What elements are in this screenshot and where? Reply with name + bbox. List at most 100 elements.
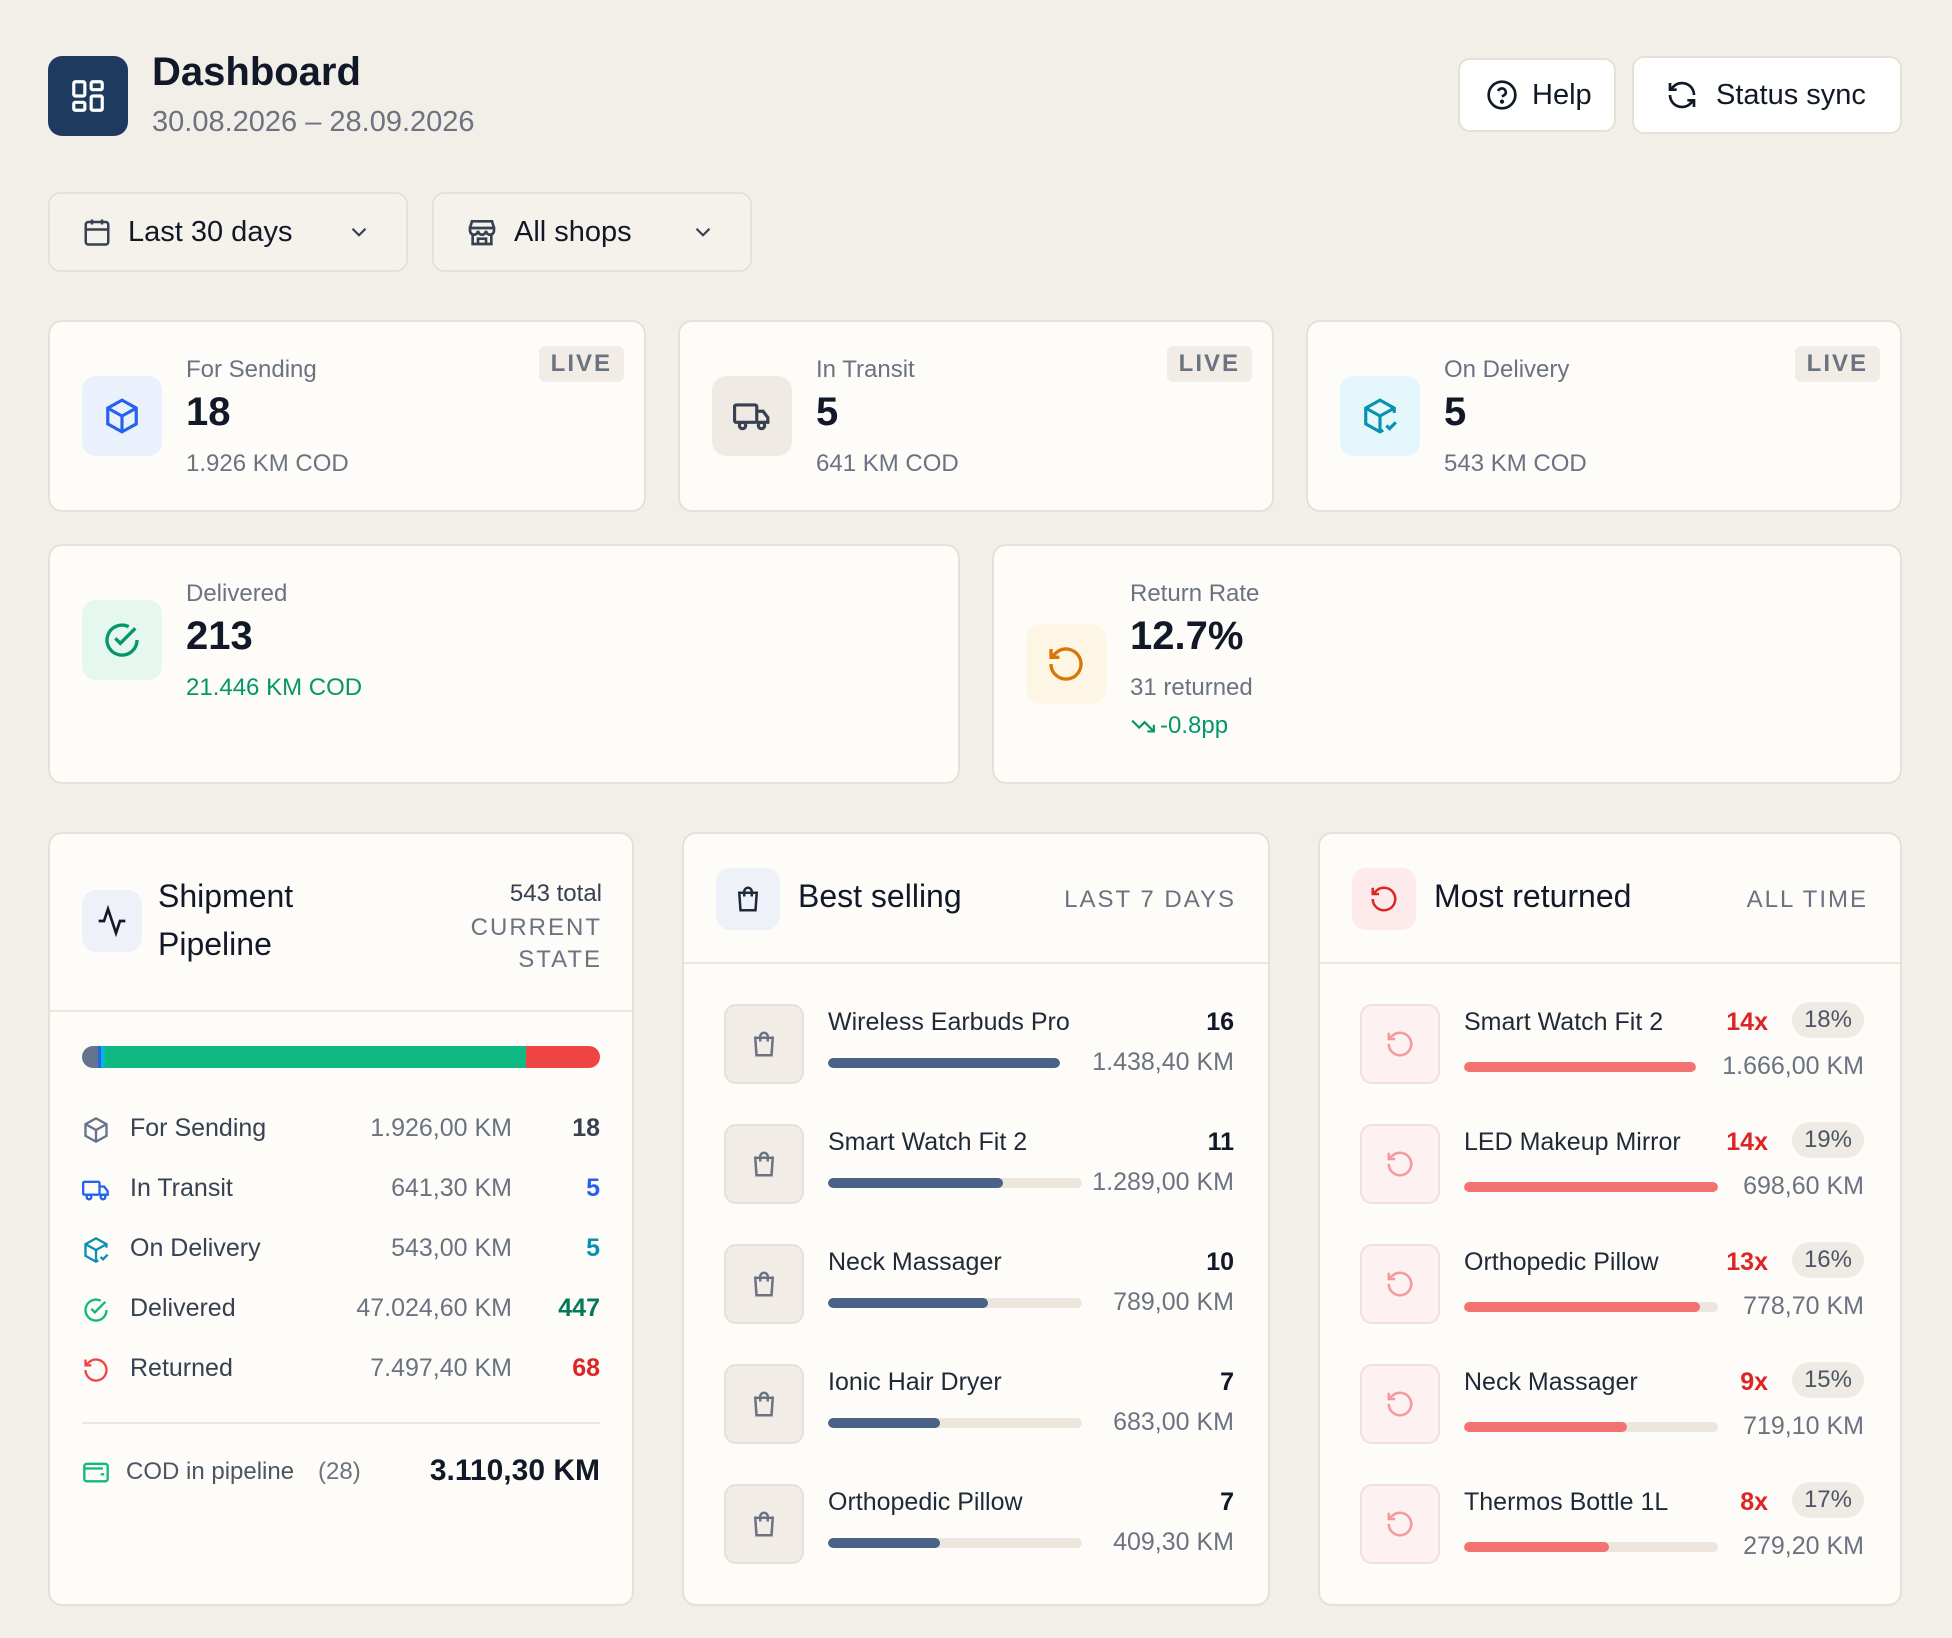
period-select[interactable]: Last 30 days [48, 192, 408, 272]
pipeline-state-line2: STATE [518, 946, 602, 973]
row-label: In Transit [130, 1174, 233, 1202]
row-amount: 641,30 KM [391, 1174, 512, 1202]
list-item[interactable]: Wireless Earbuds Pro 16 1.438,40 KM [724, 1004, 1234, 1088]
return-amount: 778,70 KM [1743, 1292, 1864, 1320]
return-amount: 698,60 KM [1743, 1172, 1864, 1200]
kpi-cod: 641 KM COD [816, 450, 959, 477]
best-selling-period: LAST 7 DAYS [1064, 886, 1236, 913]
kpi-cod: 1.926 KM COD [186, 450, 349, 477]
list-item[interactable]: Orthopedic Pillow 7 409,30 KM [724, 1484, 1234, 1568]
pipeline-row-for-sending: For Sending 1.926,00 KM 18 [82, 1110, 600, 1150]
cod-in-pipeline: COD in pipeline (28) 3.110,30 KM [82, 1450, 600, 1494]
pipeline-stacked-bar [82, 1046, 600, 1068]
pipeline-title-line2: Pipeline [158, 926, 272, 962]
return-rate-badge: 17% [1791, 1482, 1864, 1518]
product-name: Ionic Hair Dryer [828, 1368, 1002, 1396]
product-name: Neck Massager [1464, 1368, 1638, 1396]
live-badge: LIVE [1794, 346, 1880, 382]
product-thumb [1360, 1124, 1440, 1204]
list-item[interactable]: Orthopedic Pillow 13x 16% 778,70 KM [1360, 1242, 1864, 1328]
list-item[interactable]: Ionic Hair Dryer 7 683,00 KM [724, 1364, 1234, 1448]
kpi-label: In Transit [816, 356, 915, 383]
pipeline-title-line1: Shipment [158, 878, 294, 914]
product-name: Thermos Bottle 1L [1464, 1488, 1669, 1516]
return-amount: 1.666,00 KM [1722, 1052, 1864, 1080]
best-selling-card: Best selling LAST 7 DAYS Wireless Earbud… [682, 832, 1270, 1606]
pipeline-row-returned: Returned 7.497,40 KM 68 [82, 1350, 600, 1390]
row-count: 68 [572, 1354, 600, 1382]
list-item[interactable]: Neck Massager 10 789,00 KM [724, 1244, 1234, 1328]
return-rate-badge: 18% [1791, 1002, 1864, 1038]
shop-select-value: All shops [514, 215, 632, 248]
sales-bar-fill [828, 1538, 940, 1548]
return-bar [1464, 1422, 1718, 1432]
row-label: Delivered [130, 1294, 236, 1322]
most-returned-icon-box [1352, 868, 1416, 930]
list-item[interactable]: Smart Watch Fit 2 14x 18% 1.666,00 KM [1360, 1002, 1864, 1088]
check-circle-icon [105, 623, 139, 657]
package-icon [84, 1116, 108, 1144]
period-select-value: Last 30 days [128, 215, 293, 248]
product-thumb [724, 1004, 804, 1084]
cod-count: (28) [318, 1458, 361, 1485]
cod-label: COD in pipeline [126, 1458, 295, 1485]
pipeline-total: 543 total [509, 880, 602, 907]
return-count: 8x [1740, 1488, 1768, 1516]
package-check-icon [1364, 398, 1397, 434]
pipeline-row-on-delivery: On Delivery 543,00 KM 5 [82, 1230, 600, 1270]
product-name: Orthopedic Pillow [1464, 1248, 1659, 1276]
return-count: 13x [1726, 1248, 1768, 1276]
rotate-ccw-icon [1371, 886, 1397, 912]
segment-returned [526, 1046, 600, 1068]
row-label: Returned [130, 1354, 233, 1382]
row-amount: 7.497,40 KM [370, 1354, 512, 1382]
product-thumb [724, 1244, 804, 1324]
return-count: 9x [1740, 1368, 1768, 1396]
segment-for-sending [82, 1046, 98, 1068]
rotate-ccw-icon [1049, 647, 1083, 681]
help-button[interactable]: Help [1458, 58, 1616, 132]
most-returned-title: Most returned [1434, 878, 1632, 914]
kpi-value: 18 [186, 390, 231, 434]
product-thumb [724, 1124, 804, 1204]
pipeline-state-line1: CURRENT [470, 914, 602, 941]
row-amount: 543,00 KM [391, 1234, 512, 1262]
return-count: 14x [1726, 1008, 1768, 1036]
row-count: 5 [586, 1234, 600, 1262]
calendar-icon [84, 219, 110, 246]
divider [1320, 962, 1900, 964]
return-amount: 279,20 KM [1743, 1532, 1864, 1560]
return-bar [1464, 1182, 1718, 1192]
date-range: 30.08.2026 – 28.09.2026 [152, 106, 475, 138]
kpi-icon-box [82, 600, 162, 680]
status-sync-button[interactable]: Status sync [1632, 56, 1902, 134]
list-item[interactable]: Thermos Bottle 1L 8x 17% 279,20 KM [1360, 1482, 1864, 1568]
kpi-card-in-transit: In Transit 5 641 KM COD LIVE [678, 320, 1274, 512]
cod-total: 3.110,30 KM [429, 1454, 600, 1487]
kpi-icon-box [712, 376, 792, 456]
sales-bar [828, 1298, 1082, 1308]
list-item[interactable]: Smart Watch Fit 2 11 1.289,00 KM [724, 1124, 1234, 1208]
product-thumb [1360, 1004, 1440, 1084]
kpi-value: 5 [816, 390, 839, 434]
row-count: 447 [558, 1294, 600, 1322]
sales-count: 16 [1206, 1008, 1234, 1036]
return-rate-badge: 19% [1791, 1122, 1864, 1158]
kpi-card-on-delivery: On Delivery 5 543 KM COD LIVE [1306, 320, 1902, 512]
rotate-ccw-icon [1387, 1151, 1413, 1177]
kpi-label: Return Rate [1130, 580, 1260, 607]
kpi-value: 5 [1444, 390, 1467, 434]
kpi-card-for-sending: For Sending 18 1.926 KM COD LIVE [48, 320, 646, 512]
row-count: 5 [586, 1174, 600, 1202]
kpi-cod: 543 KM COD [1444, 450, 1587, 477]
product-thumb [724, 1364, 804, 1444]
kpi-value: 12.7% [1130, 614, 1244, 658]
shopping-bag-icon [753, 1511, 775, 1537]
truck-icon [733, 403, 770, 431]
divider [50, 1010, 632, 1012]
shop-select[interactable]: All shops [432, 192, 752, 272]
list-item[interactable]: Neck Massager 9x 15% 719,10 KM [1360, 1362, 1864, 1448]
rotate-ccw-icon [1387, 1031, 1413, 1057]
status-sync-label: Status sync [1716, 78, 1866, 111]
list-item[interactable]: LED Makeup Mirror 14x 19% 698,60 KM [1360, 1122, 1864, 1208]
